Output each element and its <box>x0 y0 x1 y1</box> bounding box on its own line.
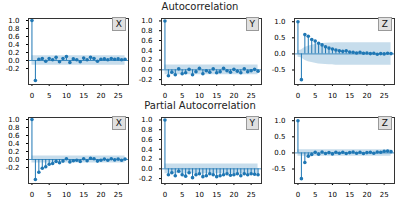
svg-text:1.0: 1.0 <box>8 116 19 124</box>
svg-text:0.6: 0.6 <box>8 33 20 41</box>
svg-text:0: 0 <box>163 92 167 99</box>
svg-text:5: 5 <box>313 92 317 99</box>
svg-text:25: 25 <box>247 191 256 198</box>
svg-text:0.0: 0.0 <box>8 57 19 65</box>
html-text:Z: Z <box>381 118 388 128</box>
svg-text:25: 25 <box>114 92 123 99</box>
svg-text:1.0: 1.0 <box>141 116 152 124</box>
svg-text:0.2: 0.2 <box>8 49 19 57</box>
svg-text:0.5: 0.5 <box>274 133 285 141</box>
svg-text:0.4: 0.4 <box>141 47 153 55</box>
svg-text:15: 15 <box>212 92 221 99</box>
svg-text:15: 15 <box>79 191 88 198</box>
html-text:Autocorrelation: Autocorrelation <box>161 1 239 12</box>
svg-text:-0.2: -0.2 <box>6 65 20 73</box>
svg-text:25: 25 <box>114 191 123 198</box>
svg-text:15: 15 <box>212 191 221 198</box>
svg-text:0.8: 0.8 <box>8 124 19 132</box>
svg-text:20: 20 <box>229 191 238 198</box>
svg-text:25: 25 <box>380 92 389 99</box>
html-text:Y: Y <box>249 19 255 29</box>
html-text:Partial Autocorrelation: Partial Autocorrelation <box>144 100 256 111</box>
svg-text:0.2: 0.2 <box>141 155 152 163</box>
svg-text:15: 15 <box>345 191 354 198</box>
svg-text:5: 5 <box>313 191 317 198</box>
svg-text:0.0: 0.0 <box>274 149 285 157</box>
svg-text:20: 20 <box>96 92 105 99</box>
svg-text:10: 10 <box>195 191 204 198</box>
svg-text:10: 10 <box>195 92 204 99</box>
svg-text:0.2: 0.2 <box>141 56 152 64</box>
svg-text:-0.2: -0.2 <box>139 76 153 84</box>
svg-text:0.5: 0.5 <box>274 34 285 42</box>
svg-text:0.0: 0.0 <box>141 165 152 173</box>
svg-text:1.0: 1.0 <box>274 18 285 26</box>
svg-text:1.0: 1.0 <box>141 17 152 25</box>
svg-text:20: 20 <box>362 92 371 99</box>
svg-text:0.8: 0.8 <box>8 25 19 33</box>
svg-text:0.0: 0.0 <box>274 50 285 58</box>
svg-text:0.6: 0.6 <box>141 37 153 45</box>
svg-text:0.6: 0.6 <box>8 132 20 140</box>
svg-text:15: 15 <box>345 92 354 99</box>
svg-text:0.4: 0.4 <box>8 140 20 148</box>
svg-text:-0.5: -0.5 <box>272 165 286 173</box>
svg-text:10: 10 <box>62 191 71 198</box>
html-text:Z: Z <box>381 19 388 29</box>
svg-text:0.6: 0.6 <box>141 136 153 144</box>
svg-text:0.0: 0.0 <box>8 156 19 164</box>
svg-text:20: 20 <box>96 191 105 198</box>
svg-text:1.0: 1.0 <box>8 17 19 25</box>
svg-text:20: 20 <box>229 92 238 99</box>
svg-text:5: 5 <box>47 191 51 198</box>
svg-text:0.4: 0.4 <box>8 41 20 49</box>
svg-text:25: 25 <box>380 191 389 198</box>
svg-text:-0.5: -0.5 <box>272 66 286 74</box>
svg-text:20: 20 <box>362 191 371 198</box>
svg-text:0.8: 0.8 <box>141 126 152 134</box>
svg-text:5: 5 <box>47 92 51 99</box>
svg-text:0: 0 <box>30 191 34 198</box>
svg-text:0: 0 <box>296 191 300 198</box>
html-text:Y: Y <box>249 118 255 128</box>
svg-text:5: 5 <box>180 92 184 99</box>
html-text:X: X <box>115 118 122 128</box>
svg-text:0: 0 <box>163 191 167 198</box>
svg-text:10: 10 <box>328 191 337 198</box>
svg-text:-0.2: -0.2 <box>139 175 153 183</box>
svg-text:15: 15 <box>79 92 88 99</box>
svg-text:1.0: 1.0 <box>274 117 285 125</box>
svg-text:0.2: 0.2 <box>8 148 19 156</box>
svg-text:0.4: 0.4 <box>141 146 153 154</box>
svg-text:-0.2: -0.2 <box>6 164 20 172</box>
svg-text:25: 25 <box>247 92 256 99</box>
html-text:X: X <box>115 19 122 29</box>
svg-text:0.0: 0.0 <box>141 66 152 74</box>
svg-text:10: 10 <box>62 92 71 99</box>
svg-text:0.8: 0.8 <box>141 27 152 35</box>
svg-text:0: 0 <box>30 92 34 99</box>
svg-text:5: 5 <box>180 191 184 198</box>
svg-text:0: 0 <box>296 92 300 99</box>
svg-text:10: 10 <box>328 92 337 99</box>
